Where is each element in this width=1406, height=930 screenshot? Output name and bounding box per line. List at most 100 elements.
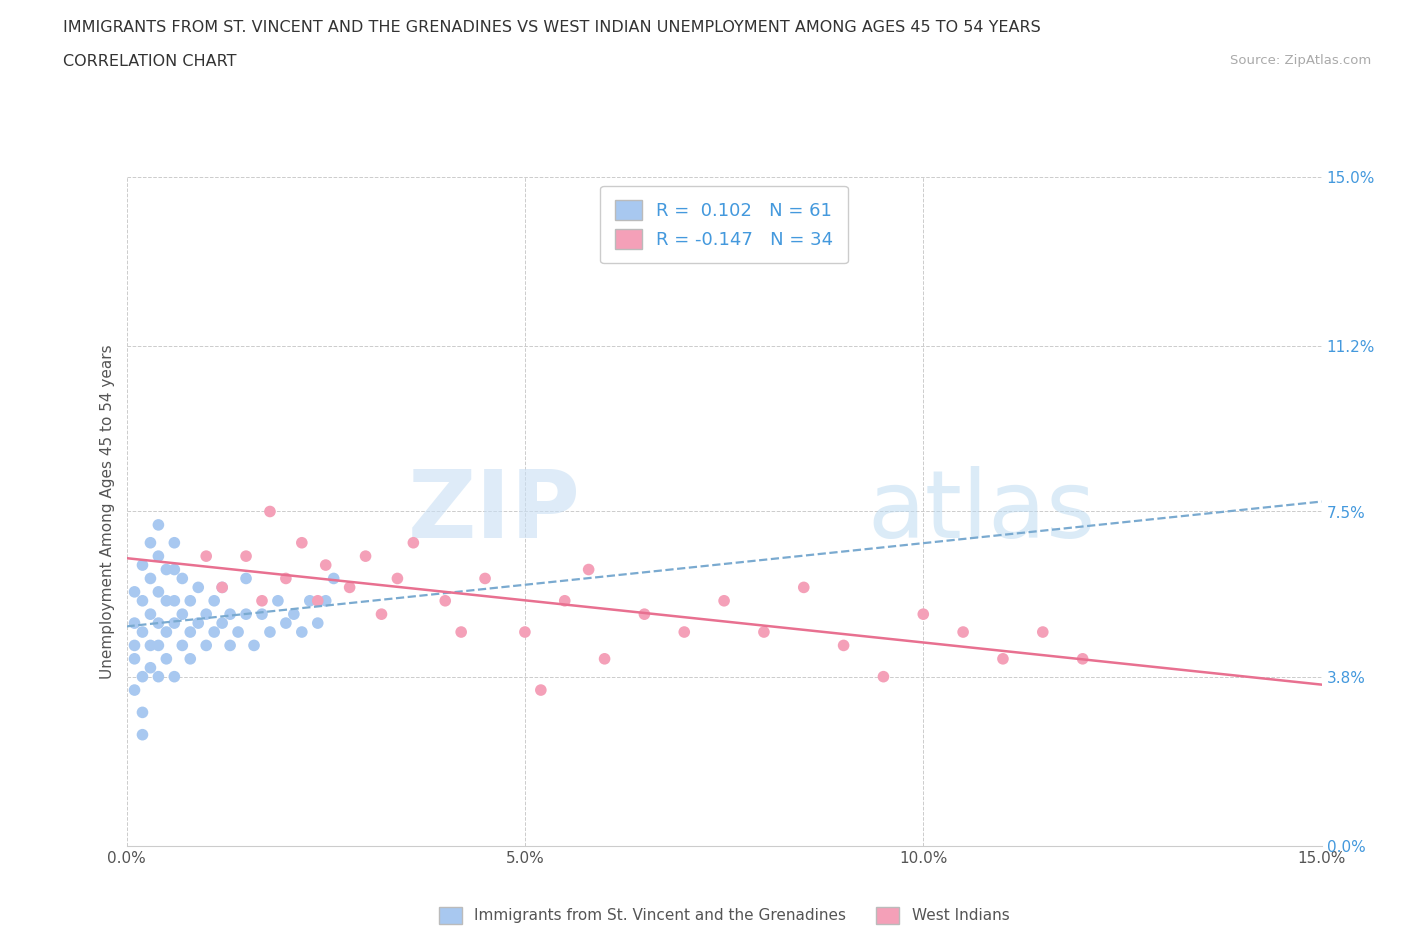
- Point: [793, 580, 815, 595]
- Y-axis label: Unemployment Among Ages 45 to 54 years: Unemployment Among Ages 45 to 54 years: [100, 344, 115, 679]
- Point: [195, 638, 218, 653]
- Point: [991, 651, 1014, 666]
- Point: [139, 606, 162, 621]
- Point: [211, 580, 233, 595]
- Point: [219, 638, 242, 653]
- Point: [243, 638, 266, 653]
- Point: [148, 616, 170, 631]
- Point: [131, 705, 153, 720]
- Point: [131, 625, 153, 640]
- Point: [554, 593, 576, 608]
- Point: [163, 616, 186, 631]
- Point: [235, 606, 257, 621]
- Point: [474, 571, 496, 586]
- Point: [434, 593, 457, 608]
- Point: [163, 562, 186, 577]
- Point: [283, 606, 305, 621]
- Point: [713, 593, 735, 608]
- Point: [195, 549, 218, 564]
- Point: [250, 606, 273, 621]
- Point: [226, 625, 249, 640]
- Point: [172, 571, 194, 586]
- Point: [274, 571, 297, 586]
- Text: IMMIGRANTS FROM ST. VINCENT AND THE GRENADINES VS WEST INDIAN UNEMPLOYMENT AMONG: IMMIGRANTS FROM ST. VINCENT AND THE GREN…: [63, 20, 1040, 35]
- Point: [187, 580, 209, 595]
- Point: [179, 651, 201, 666]
- Point: [163, 670, 186, 684]
- Point: [530, 683, 553, 698]
- Text: ZIP: ZIP: [408, 466, 581, 557]
- Point: [155, 651, 177, 666]
- Legend: Immigrants from St. Vincent and the Grenadines, West Indians: Immigrants from St. Vincent and the Gren…: [433, 901, 1015, 930]
- Point: [267, 593, 290, 608]
- Point: [219, 606, 242, 621]
- Point: [1032, 625, 1054, 640]
- Point: [172, 638, 194, 653]
- Point: [354, 549, 377, 564]
- Point: [131, 670, 153, 684]
- Point: [148, 584, 170, 599]
- Point: [124, 616, 146, 631]
- Point: [187, 616, 209, 631]
- Point: [155, 562, 177, 577]
- Point: [124, 584, 146, 599]
- Point: [633, 606, 655, 621]
- Point: [211, 616, 233, 631]
- Point: [172, 606, 194, 621]
- Point: [163, 593, 186, 608]
- Text: Source: ZipAtlas.com: Source: ZipAtlas.com: [1230, 54, 1371, 67]
- Point: [124, 638, 146, 653]
- Point: [148, 638, 170, 653]
- Point: [513, 625, 536, 640]
- Point: [315, 558, 337, 573]
- Point: [235, 571, 257, 586]
- Point: [912, 606, 935, 621]
- Point: [250, 593, 273, 608]
- Point: [339, 580, 361, 595]
- Point: [307, 616, 329, 631]
- Point: [148, 517, 170, 532]
- Point: [952, 625, 974, 640]
- Point: [291, 625, 314, 640]
- Point: [291, 536, 314, 551]
- Point: [131, 558, 153, 573]
- Point: [202, 625, 225, 640]
- Point: [307, 593, 329, 608]
- Point: [124, 683, 146, 698]
- Point: [298, 593, 321, 608]
- Point: [450, 625, 472, 640]
- Point: [139, 536, 162, 551]
- Point: [179, 625, 201, 640]
- Point: [274, 616, 297, 631]
- Point: [179, 593, 201, 608]
- Point: [211, 580, 233, 595]
- Point: [387, 571, 409, 586]
- Text: CORRELATION CHART: CORRELATION CHART: [63, 54, 236, 69]
- Point: [148, 670, 170, 684]
- Point: [578, 562, 600, 577]
- Point: [752, 625, 775, 640]
- Point: [163, 536, 186, 551]
- Point: [195, 606, 218, 621]
- Point: [155, 593, 177, 608]
- Point: [322, 571, 344, 586]
- Point: [673, 625, 696, 640]
- Point: [155, 625, 177, 640]
- Point: [139, 571, 162, 586]
- Point: [259, 625, 281, 640]
- Point: [202, 593, 225, 608]
- Point: [131, 727, 153, 742]
- Point: [832, 638, 855, 653]
- Point: [593, 651, 616, 666]
- Point: [1071, 651, 1094, 666]
- Text: atlas: atlas: [868, 466, 1095, 557]
- Point: [148, 549, 170, 564]
- Point: [315, 593, 337, 608]
- Point: [124, 651, 146, 666]
- Point: [139, 660, 162, 675]
- Point: [259, 504, 281, 519]
- Point: [872, 670, 894, 684]
- Point: [235, 549, 257, 564]
- Point: [131, 593, 153, 608]
- Point: [402, 536, 425, 551]
